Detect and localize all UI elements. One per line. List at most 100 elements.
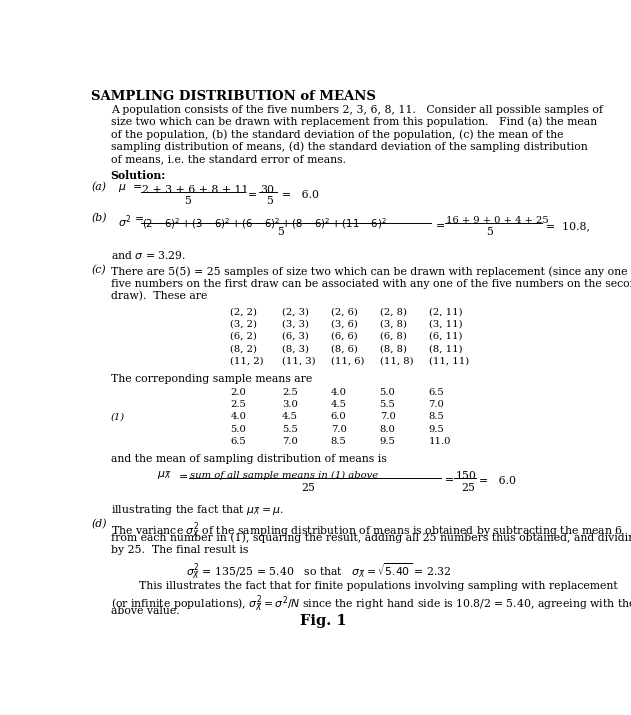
Text: (3, 6): (3, 6) [331,320,358,328]
Text: 5.5: 5.5 [380,400,396,409]
Text: illustrating the fact that $\mu_{\bar{X}} = \mu$.: illustrating the fact that $\mu_{\bar{X}… [110,503,283,517]
Text: =: = [436,221,445,231]
Text: 2 + 3 + 6 + 8 + 11: 2 + 3 + 6 + 8 + 11 [143,185,249,195]
Text: 7.0: 7.0 [380,413,396,421]
Text: (b): (b) [91,213,107,223]
Text: 8.5: 8.5 [428,413,444,421]
Text: (11, 3): (11, 3) [282,357,316,365]
Text: There are 5(5) = 25 samples of size two which can be drawn with replacement (sin: There are 5(5) = 25 samples of size two … [110,266,631,277]
Text: (3, 8): (3, 8) [380,320,406,328]
Text: (a): (a) [91,182,106,192]
Text: =: = [179,472,188,482]
Text: 5: 5 [486,227,493,237]
Text: of means, i.e. the standard error of means.: of means, i.e. the standard error of mea… [110,154,346,164]
Text: (2, 3): (2, 3) [282,307,309,316]
Text: (6, 6): (6, 6) [331,332,358,341]
Text: (6, 2): (6, 2) [230,332,257,341]
Text: (11, 8): (11, 8) [380,357,413,365]
Text: 2.0: 2.0 [230,388,246,397]
Text: (2, 2): (2, 2) [230,307,257,316]
Text: =   6.0: = 6.0 [282,190,319,200]
Text: Fig. 1: Fig. 1 [300,614,346,628]
Text: 9.5: 9.5 [380,437,396,446]
Text: 7.0: 7.0 [428,400,444,409]
Text: 5: 5 [184,196,191,206]
Text: (c): (c) [91,265,106,275]
Text: 25: 25 [302,483,316,493]
Text: size two which can be drawn with replacement from this population.   Find (a) th: size two which can be drawn with replace… [110,117,597,127]
Text: =: = [128,214,144,224]
Text: (8, 8): (8, 8) [380,344,406,353]
Text: 6.5: 6.5 [230,437,246,446]
Text: five numbers on the first draw can be associated with any one of the five number: five numbers on the first draw can be as… [110,279,631,289]
Text: 8.5: 8.5 [331,437,346,446]
Text: $\mu$: $\mu$ [118,182,127,194]
Text: =: = [445,475,454,485]
Text: (11, 6): (11, 6) [331,357,364,365]
Text: (3, 11): (3, 11) [428,320,462,328]
Text: 5.0: 5.0 [230,425,246,434]
Text: 2.5: 2.5 [230,400,246,409]
Text: 8.0: 8.0 [380,425,396,434]
Text: =   6.0: = 6.0 [479,475,516,485]
Text: $\sigma^2_{\bar{X}}$ = 135/25 = 5.40   so that   $\sigma_{\bar{X}} = \sqrt{5.40}: $\sigma^2_{\bar{X}}$ = 135/25 = 5.40 so … [187,561,452,581]
Text: SAMPLING DISTRIBUTION of MEANS: SAMPLING DISTRIBUTION of MEANS [91,89,376,103]
Text: $(2-6)^2 + (3-6)^2 + (6-6)^2 + (8-6)^2 + (11-6)^2$: $(2-6)^2 + (3-6)^2 + (6-6)^2 + (8-6)^2 +… [143,216,387,231]
Text: =  10.8,: = 10.8, [546,221,590,231]
Text: A population consists of the five numbers 2, 3, 6, 8, 11.   Consider all possibl: A population consists of the five number… [110,104,603,114]
Text: (6, 3): (6, 3) [282,332,309,341]
Text: =: = [126,182,143,192]
Text: (3, 3): (3, 3) [282,320,309,328]
Text: (8, 2): (8, 2) [230,344,257,353]
Text: (2, 6): (2, 6) [331,307,358,316]
Text: $\mu_{\bar{X}}$: $\mu_{\bar{X}}$ [157,469,172,480]
Text: 11.0: 11.0 [428,437,451,446]
Text: The variance $\sigma^2_{\bar{X}}$ of the sampling distribution of means is obtai: The variance $\sigma^2_{\bar{X}}$ of the… [110,520,623,541]
Text: sum of all sample means in (1) above: sum of all sample means in (1) above [191,471,379,480]
Text: $\sigma^2$: $\sigma^2$ [118,214,131,230]
Text: 7.0: 7.0 [331,425,346,434]
Text: sampling distribution of means, (d) the standard deviation of the sampling distr: sampling distribution of means, (d) the … [110,142,587,152]
Text: 16 + 9 + 0 + 4 + 25: 16 + 9 + 0 + 4 + 25 [445,216,548,225]
Text: 5.5: 5.5 [282,425,298,434]
Text: 7.0: 7.0 [282,437,298,446]
Text: (6, 11): (6, 11) [428,332,462,341]
Text: (11, 2): (11, 2) [230,357,264,365]
Text: (3, 2): (3, 2) [230,320,257,328]
Text: from each number in (1), squaring the result, adding all 25 numbers thus obtaine: from each number in (1), squaring the re… [110,533,631,543]
Text: of the population, (b) the standard deviation of the population, (c) the mean of: of the population, (b) the standard devi… [110,129,563,140]
Text: above value.: above value. [110,606,179,616]
Text: 6.0: 6.0 [331,413,346,421]
Text: 3.0: 3.0 [282,400,298,409]
Text: =: = [247,190,257,200]
Text: 5.0: 5.0 [380,388,396,397]
Text: (11, 11): (11, 11) [428,357,469,365]
Text: (or infinite populations), $\sigma^2_{\bar{X}} = \sigma^2/N$ since the right han: (or infinite populations), $\sigma^2_{\b… [110,593,631,614]
Text: 4.5: 4.5 [331,400,346,409]
Text: and $\sigma$ = 3.29.: and $\sigma$ = 3.29. [110,249,186,261]
Text: 25: 25 [461,483,475,493]
Text: and the mean of sampling distribution of means is: and the mean of sampling distribution of… [110,455,386,465]
Text: by 25.  The final result is: by 25. The final result is [110,545,248,555]
Text: 5: 5 [277,227,284,237]
Text: 5: 5 [266,196,273,206]
Text: (2, 8): (2, 8) [380,307,406,316]
Text: Solution:: Solution: [110,170,166,181]
Text: 2.5: 2.5 [282,388,298,397]
Text: 4.0: 4.0 [230,413,247,421]
Text: 9.5: 9.5 [428,425,444,434]
Text: 150: 150 [456,471,476,481]
Text: 30: 30 [260,185,274,195]
Text: (2, 11): (2, 11) [428,307,462,316]
Text: The correponding sample means are: The correponding sample means are [110,374,312,384]
Text: (1): (1) [110,413,125,421]
Text: (8, 3): (8, 3) [282,344,309,353]
Text: This illustrates the fact that for finite populations involving sampling with re: This illustrates the fact that for finit… [110,581,617,591]
Text: (8, 11): (8, 11) [428,344,462,353]
Text: (d): (d) [91,519,107,529]
Text: 4.5: 4.5 [282,413,298,421]
Text: (8, 6): (8, 6) [331,344,358,353]
Text: (6, 8): (6, 8) [380,332,406,341]
Text: 6.5: 6.5 [428,388,444,397]
Text: 4.0: 4.0 [331,388,346,397]
